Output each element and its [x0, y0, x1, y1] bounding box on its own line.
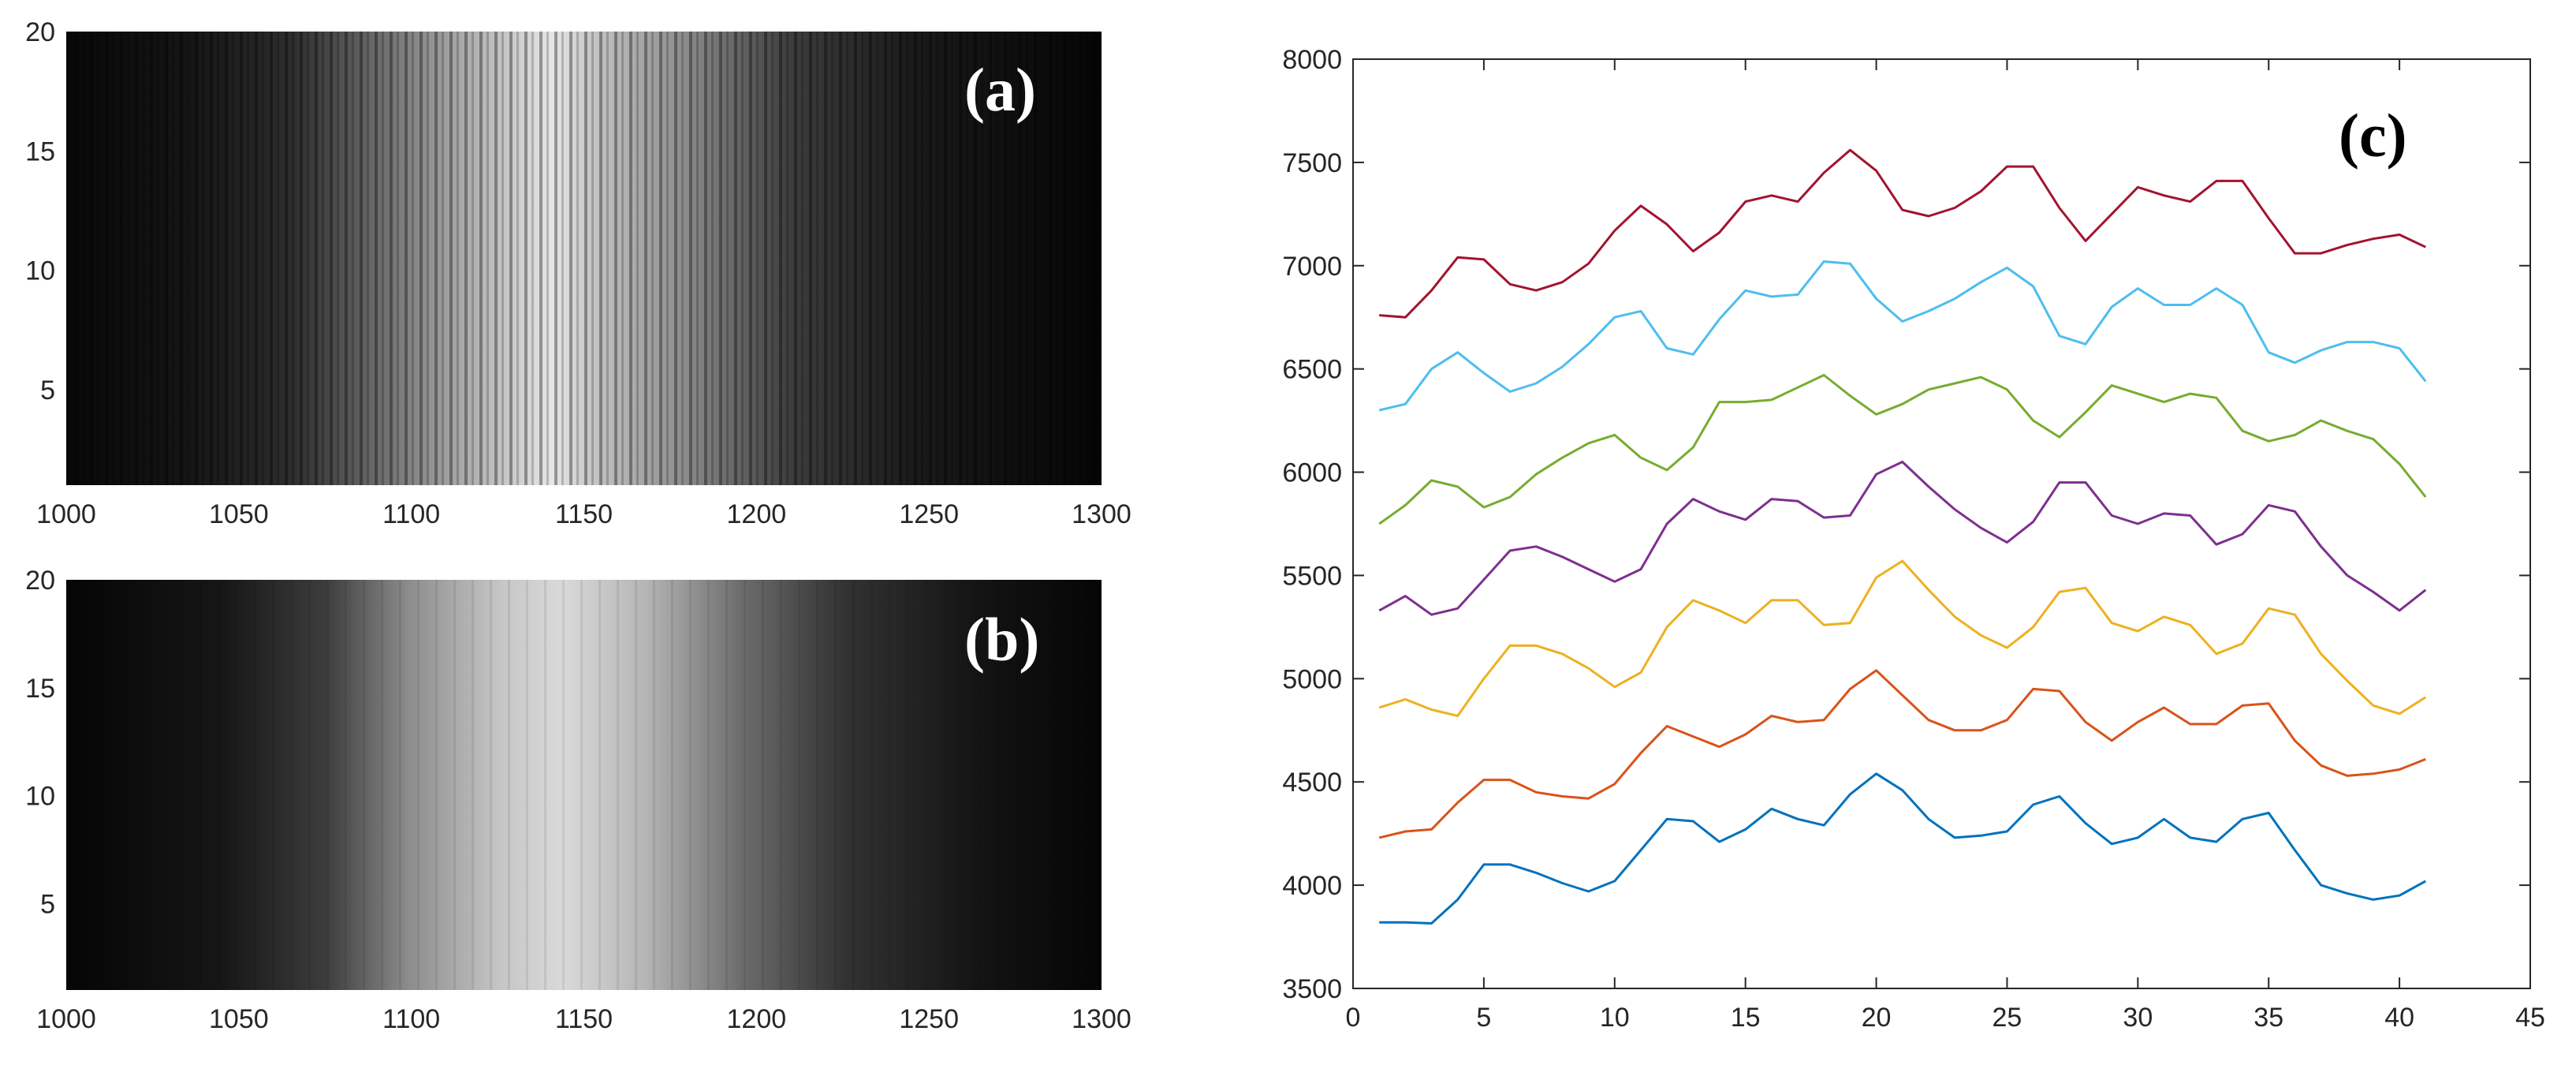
panel-c-x-ticks: 0 5 10 15 20 25 30 35 40 45 [1346, 59, 2545, 1033]
y-tick-label: 5500 [1282, 561, 1342, 591]
panel-a-heatmap: 1000 1050 1100 1150 1200 1250 1300 5 10 15 20 (a) [25, 17, 1131, 529]
panel-c-series [1378, 148, 2427, 925]
series-line-5 [1378, 374, 2427, 525]
y-tick-label: 20 [25, 17, 55, 47]
y-tick-label: 10 [25, 782, 55, 812]
y-tick-label: 7500 [1282, 148, 1342, 178]
x-tick-label: 1150 [555, 1004, 613, 1034]
y-tick-label: 10 [25, 256, 55, 286]
panel-c-label: (c) [2339, 101, 2407, 170]
y-tick-label: 4000 [1282, 871, 1342, 901]
x-tick-label: 1300 [1072, 1004, 1131, 1034]
y-tick-label: 15 [25, 674, 55, 704]
x-tick-label: 45 [2515, 1003, 2545, 1033]
x-tick-label: 40 [2384, 1003, 2414, 1033]
panel-b-heatmap: 1000 1050 1100 1150 1200 1250 1300 5 10 15 20 (b) [25, 566, 1131, 1034]
x-tick-label: 1300 [1072, 499, 1131, 529]
x-tick-label: 25 [1993, 1003, 2022, 1033]
series-line-1 [1379, 772, 2427, 925]
y-tick-label: 5 [40, 375, 55, 405]
y-tick-label: 20 [25, 566, 55, 596]
y-tick-label: 5000 [1282, 664, 1342, 694]
x-tick-label: 5 [1476, 1003, 1491, 1033]
series-line-2 [1378, 669, 2426, 839]
series-line-6 [1378, 260, 2427, 412]
series-line-4 [1378, 461, 2427, 616]
x-tick-label: 1200 [727, 499, 787, 529]
y-tick-label: 6000 [1282, 458, 1342, 488]
series-line-7 [1379, 148, 2426, 319]
panel-b-x-ticks: 1000 1050 1100 1150 1200 1250 1300 [36, 1004, 1131, 1034]
x-tick-label: 1000 [36, 499, 96, 529]
x-tick-label: 1150 [555, 499, 613, 529]
panel-a-label: (a) [964, 55, 1036, 124]
y-tick-label: 4500 [1282, 768, 1342, 798]
panel-a-x-ticks: 1000 1050 1100 1150 1200 1250 1300 [36, 499, 1131, 529]
x-tick-label: 20 [1862, 1003, 1892, 1033]
y-tick-label: 5 [40, 890, 55, 920]
x-tick-label: 1200 [727, 1004, 787, 1034]
x-tick-label: 1250 [899, 499, 959, 529]
x-tick-label: 15 [1731, 1003, 1761, 1033]
panel-c-y-ticks: 3500 4000 4500 5000 5500 6000 6500 7000 7500 8000 [1282, 45, 2530, 1004]
panel-b-label: (b) [964, 605, 1039, 674]
panel-c-line-chart: 0 5 10 15 20 25 30 35 40 45 3500 4000 4500 5000 5500 6… [1282, 45, 2545, 1033]
x-tick-label: 1100 [382, 1004, 440, 1034]
series-line-3 [1378, 559, 2427, 717]
x-tick-label: 1050 [209, 1004, 269, 1034]
panel-b-stripes [66, 580, 1102, 990]
y-tick-label: 3500 [1282, 974, 1342, 1004]
panel-a-stripes [66, 32, 1102, 485]
y-tick-label: 7000 [1282, 252, 1342, 282]
y-tick-label: 6500 [1282, 355, 1342, 385]
y-tick-label: 15 [25, 136, 55, 166]
x-tick-label: 10 [1600, 1003, 1630, 1033]
x-tick-label: 35 [2254, 1003, 2283, 1033]
y-tick-label: 8000 [1282, 45, 1342, 75]
panel-a-y-ticks: 5 10 15 20 [25, 17, 55, 405]
x-tick-label: 1050 [209, 499, 269, 529]
x-tick-label: 30 [2123, 1003, 2153, 1033]
panel-c-plot-frame [1352, 58, 2531, 989]
x-tick-label: 1100 [382, 499, 440, 529]
panel-b-y-ticks: 5 10 15 20 [25, 566, 55, 920]
x-tick-label: 0 [1346, 1003, 1361, 1033]
x-tick-label: 1250 [899, 1004, 959, 1034]
x-tick-label: 1000 [36, 1004, 96, 1034]
